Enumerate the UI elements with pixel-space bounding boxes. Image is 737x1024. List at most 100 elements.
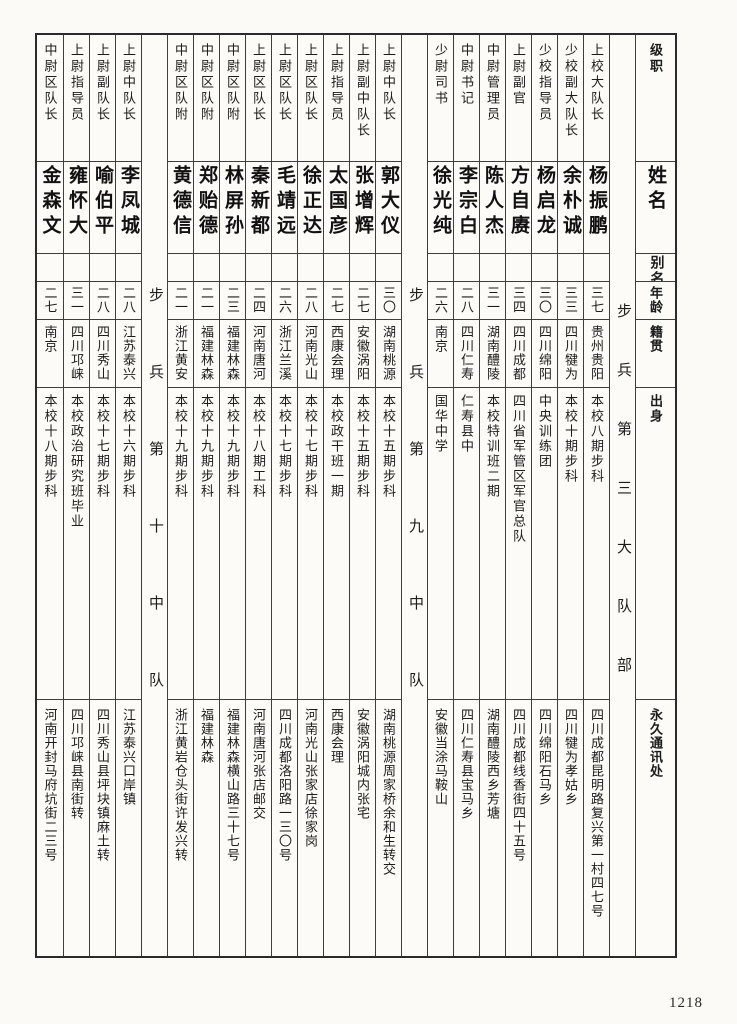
age-cell: 三〇 bbox=[532, 282, 557, 320]
person-column: 上尉中队长 李凤城 二八 江苏泰兴 本校十六期步科 江苏泰兴口岸镇 bbox=[115, 35, 141, 956]
alias-cell bbox=[558, 254, 583, 282]
rank-cell: 中尉区队长 bbox=[37, 35, 63, 162]
name-cell: 秦新都 bbox=[246, 162, 271, 254]
age-cell: 二一 bbox=[194, 282, 219, 320]
background-text: 四川省军管区军官总队 bbox=[511, 394, 526, 544]
section-title-column: 步兵第十中队 bbox=[141, 35, 167, 956]
rank-text: 中尉区队附 bbox=[225, 43, 240, 123]
origin-cell: 四川邛崃 bbox=[64, 320, 89, 388]
name-text: 杨启龙 bbox=[534, 165, 555, 240]
age-text: 三一 bbox=[485, 286, 500, 314]
rank-cell: 上尉指导员 bbox=[64, 35, 89, 162]
person-column: 少校指导员 杨启龙 三〇 四川绵阳 中央训练团 四川绵阳石马乡 bbox=[531, 35, 557, 956]
age-text: 三一 bbox=[69, 286, 84, 314]
age-text: 二八 bbox=[459, 286, 474, 314]
age-text: 二七 bbox=[329, 286, 344, 314]
age-cell: 二八 bbox=[116, 282, 141, 320]
origin-text: 四川绵阳 bbox=[537, 325, 552, 381]
name-text: 毛靖远 bbox=[274, 165, 295, 240]
name-cell: 太国彦 bbox=[324, 162, 349, 254]
address-text: 湖南桃源周家桥余和生转交 bbox=[381, 708, 396, 876]
origin-cell: 四川绵阳 bbox=[532, 320, 557, 388]
age-cell: 二八 bbox=[454, 282, 479, 320]
name-text: 徐光纯 bbox=[430, 165, 451, 240]
address-cell: 河南开封马府坑街二三号 bbox=[37, 700, 63, 956]
person-column: 上尉区队长 秦新都 二四 河南唐河 本校十八期工科 河南唐河张店邮交 bbox=[245, 35, 271, 956]
background-cell: 本校十八期步科 bbox=[37, 388, 63, 700]
background-cell: 本校十九期步科 bbox=[194, 388, 219, 700]
age-text: 三〇 bbox=[537, 286, 552, 314]
person-column: 中尉区队长 金森文 二七 南京 本校十八期步科 河南开封马府坑街二三号 bbox=[37, 35, 63, 956]
address-text: 福建林森横山路三十七号 bbox=[225, 708, 240, 862]
address-text: 江苏泰兴口岸镇 bbox=[121, 708, 136, 806]
background-cell: 国华中学 bbox=[428, 388, 453, 700]
rank-cell: 中尉区队附 bbox=[220, 35, 245, 162]
rank-text: 少校副大队长 bbox=[563, 43, 578, 139]
alias-cell bbox=[116, 254, 141, 282]
age-text: 二六 bbox=[433, 286, 448, 314]
address-cell: 安徽当涂马鞍山 bbox=[428, 700, 453, 956]
origin-text: 安徽涡阳 bbox=[355, 325, 370, 381]
origin-cell: 湖南桃源 bbox=[376, 320, 401, 388]
origin-text: 四川邛崃 bbox=[69, 325, 84, 381]
rank-text: 中尉书记 bbox=[459, 43, 474, 107]
rank-text: 上尉区队长 bbox=[303, 43, 318, 123]
person-column: 中尉管理员 陈人杰 三一 湖南醴陵 本校特训班二期 湖南醴陵西乡芳塘 bbox=[479, 35, 505, 956]
section-title: 步兵第十中队 bbox=[147, 287, 163, 749]
background-text: 本校十期步科 bbox=[563, 394, 578, 484]
rank-cell: 上尉副队长 bbox=[90, 35, 115, 162]
name-text: 陈人杰 bbox=[482, 165, 503, 240]
alias-cell bbox=[298, 254, 323, 282]
name-text: 喻伯平 bbox=[92, 165, 113, 240]
address-text: 四川绵阳石马乡 bbox=[537, 708, 552, 806]
origin-cell: 四川仁寿 bbox=[454, 320, 479, 388]
background-cell: 本校十五期步科 bbox=[376, 388, 401, 700]
person-column: 上尉指导员 雍怀大 三一 四川邛崃 本校政治研究班毕业 四川邛崃县南街转 bbox=[63, 35, 89, 956]
rank-cell: 上尉中队长 bbox=[376, 35, 401, 162]
address-cell: 四川成都昆明路复兴第一村四七号 bbox=[584, 700, 609, 956]
age-cell: 三七 bbox=[584, 282, 609, 320]
origin-text: 江苏泰兴 bbox=[121, 325, 136, 381]
background-text: 本校十六期步科 bbox=[121, 394, 136, 499]
name-text: 郭大仪 bbox=[378, 165, 399, 240]
name-cell: 毛靖远 bbox=[272, 162, 297, 254]
rank-cell: 少校副大队长 bbox=[558, 35, 583, 162]
header-address-cell: 永久通讯处 bbox=[636, 700, 675, 956]
header-name-cell: 姓名 bbox=[636, 162, 675, 254]
background-text: 本校八期步科 bbox=[589, 394, 604, 484]
name-cell: 李宗白 bbox=[454, 162, 479, 254]
background-cell: 本校政干班一期 bbox=[324, 388, 349, 700]
rank-cell: 上尉中队长 bbox=[116, 35, 141, 162]
rank-cell: 上尉区队长 bbox=[272, 35, 297, 162]
alias-cell bbox=[246, 254, 271, 282]
age-cell: 二六 bbox=[272, 282, 297, 320]
age-cell: 二八 bbox=[298, 282, 323, 320]
age-cell: 三〇 bbox=[376, 282, 401, 320]
age-text: 二七 bbox=[355, 286, 370, 314]
age-cell: 二七 bbox=[350, 282, 375, 320]
background-text: 本校政干班一期 bbox=[329, 394, 344, 499]
name-cell: 杨启龙 bbox=[532, 162, 557, 254]
age-text: 三七 bbox=[589, 286, 604, 314]
rank-text: 上尉指导员 bbox=[69, 43, 84, 123]
background-cell: 四川省军管区军官总队 bbox=[506, 388, 531, 700]
name-text: 杨振鹏 bbox=[586, 165, 607, 240]
person-column: 上尉区队长 徐正达 二八 河南光山 本校十七期步科 河南光山张家店徐家岗 bbox=[297, 35, 323, 956]
background-text: 中央训练团 bbox=[537, 394, 552, 469]
background-text: 仁寿县中 bbox=[459, 394, 474, 454]
background-cell: 本校十七期步科 bbox=[272, 388, 297, 700]
origin-text: 福建林森 bbox=[225, 325, 240, 381]
header-address-label: 永久通讯处 bbox=[648, 708, 663, 778]
name-cell: 张增辉 bbox=[350, 162, 375, 254]
rank-text: 中尉区队附 bbox=[173, 43, 188, 123]
address-cell: 河南唐河张店邮交 bbox=[246, 700, 271, 956]
age-cell: 二一 bbox=[168, 282, 193, 320]
address-text: 浙江黄岩仓头街许发兴转 bbox=[173, 708, 188, 862]
name-cell: 徐正达 bbox=[298, 162, 323, 254]
background-cell: 本校十五期步科 bbox=[350, 388, 375, 700]
age-cell: 二八 bbox=[90, 282, 115, 320]
address-cell: 浙江黄岩仓头街许发兴转 bbox=[168, 700, 193, 956]
name-text: 余朴诚 bbox=[560, 165, 581, 240]
name-cell: 郭大仪 bbox=[376, 162, 401, 254]
personnel-roster-table: 级职 姓名 别名 年龄 籍贯 出身 永久通讯处 步兵第三大队部 上校大队长 杨振… bbox=[35, 33, 677, 958]
